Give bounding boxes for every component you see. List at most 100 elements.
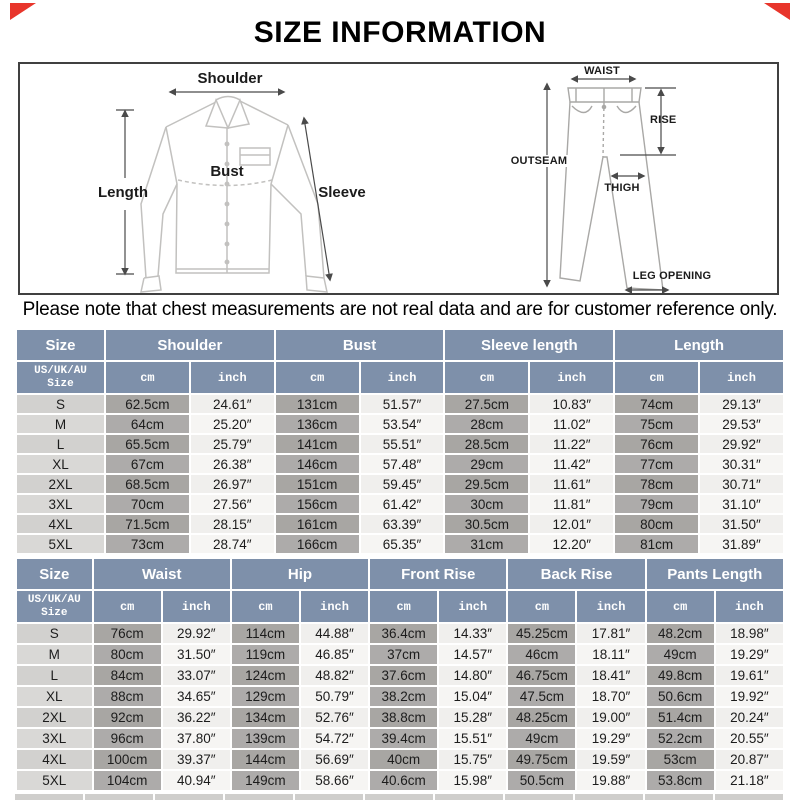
cm-value-cell: 78cm [615,475,699,493]
inch-value-cell: 24.61″ [190,395,274,413]
cm-value-cell: 146cm [275,455,359,473]
cm-value-cell: 100cm [93,750,161,769]
table-row: 5XL 73cm 28.74″ 166cm 65.35″ 31cm 12.20″ 81cm 31… [17,535,783,553]
inch-unit-header: inch [577,591,645,622]
shirt-length-label: Length [98,184,148,201]
inch-value-cell: 14.57″ [439,645,507,664]
inch-value-cell: 19.00″ [577,708,645,727]
cm-unit-header: cm [106,362,189,393]
pants-size-table: Size Waist Hip Front Rise Back Rise Pant… [15,557,785,792]
cm-value-cell: 27.5cm [445,395,529,413]
cm-value-cell: 29.5cm [445,475,529,493]
cm-unit-header: cm [646,591,714,622]
pants-dimension-arrows [543,75,676,293]
waist-group-header: Waist [93,559,230,589]
inch-value-cell: 33.07″ [162,666,230,685]
cm-value-cell: 131cm [275,395,359,413]
shirt-size-table: Size Shoulder Bust Sleeve length Length … [15,328,785,555]
shirt-sleeve-label: Sleeve [318,184,366,201]
inch-unit-header: inch [190,362,274,393]
inch-value-cell: 37.80″ [162,729,230,748]
cm-value-cell: 75cm [615,415,699,433]
cm-value-cell: 40cm [370,750,438,769]
cm-value-cell: 144cm [231,750,299,769]
inch-value-cell: 19.29″ [577,729,645,748]
size-cell: M [17,415,104,433]
cm-value-cell: 166cm [275,535,359,553]
inch-value-cell: 34.65″ [162,687,230,706]
cm-unit-header: cm [370,591,438,622]
shirt-drawing [140,95,328,293]
cm-value-cell: 37.6cm [370,666,438,685]
cm-value-cell: 48.2cm [646,624,714,643]
cm-value-cell: 30.5cm [445,515,529,533]
inch-value-cell: 44.88″ [300,624,369,643]
cm-unit-header: cm [275,362,359,393]
cm-value-cell: 49cm [508,729,576,748]
size-cell: 4XL [17,750,92,769]
inch-value-cell: 12.20″ [530,535,614,553]
inch-value-cell: 58.66″ [300,771,369,790]
inch-value-cell: 15.51″ [439,729,507,748]
cm-value-cell: 79cm [615,495,699,513]
cm-value-cell: 38.2cm [370,687,438,706]
inch-value-cell: 40.94″ [162,771,230,790]
size-standard-header: US/UK/AU Size [17,362,104,393]
cm-value-cell: 50.6cm [646,687,714,706]
inch-value-cell: 18.11″ [577,645,645,664]
inch-value-cell: 27.56″ [190,495,274,513]
table-row: L 84cm 33.07″ 124cm 48.82″ 37.6cm 14.80″ 46.75c… [17,666,783,685]
inch-value-cell: 29.92″ [700,435,783,453]
cm-value-cell: 96cm [93,729,161,748]
inch-value-cell: 11.42″ [530,455,614,473]
table-row: 5XL 104cm 40.94″ 149cm 58.66″ 40.6cm 15.98″ 50.… [17,771,783,790]
cm-value-cell: 50.5cm [508,771,576,790]
size-cell: S [17,395,104,413]
cm-value-cell: 80cm [93,645,161,664]
inch-value-cell: 18.98″ [715,624,783,643]
cm-value-cell: 52.2cm [646,729,714,748]
inch-value-cell: 36.22″ [162,708,230,727]
cm-value-cell: 129cm [231,687,299,706]
inch-value-cell: 39.37″ [162,750,230,769]
inch-value-cell: 46.85″ [300,645,369,664]
inch-value-cell: 21.18″ [715,771,783,790]
cm-value-cell: 80cm [615,515,699,533]
table-row: 3XL 96cm 37.80″ 139cm 54.72″ 39.4cm 15.51″ 49cm… [17,729,783,748]
inch-unit-header: inch [439,591,507,622]
cm-unit-header: cm [231,591,299,622]
cm-unit-header: cm [508,591,576,622]
size-cell: 5XL [17,771,92,790]
length-group-header: Length [615,330,783,360]
cm-value-cell: 38.8cm [370,708,438,727]
inch-value-cell: 57.48″ [360,455,444,473]
inch-value-cell: 59.45″ [360,475,444,493]
cm-value-cell: 74cm [615,395,699,413]
cm-value-cell: 36.4cm [370,624,438,643]
cm-value-cell: 77cm [615,455,699,473]
inch-value-cell: 14.33″ [439,624,507,643]
pants-thigh-label: THIGH [604,182,640,194]
size-cell: XL [17,687,92,706]
inch-value-cell: 11.22″ [530,435,614,453]
inch-value-cell: 65.35″ [360,535,444,553]
table-row: 2XL 92cm 36.22″ 134cm 52.76″ 38.8cm 15.28″ 48.2… [17,708,783,727]
pants-table-group-header-row: Size Waist Hip Front Rise Back Rise Pant… [17,559,783,589]
cm-value-cell: 67cm [106,455,189,473]
inch-value-cell: 10.83″ [530,395,614,413]
pants-waist-label: WAIST [584,65,620,77]
cm-value-cell: 88cm [93,687,161,706]
measurement-diagram-box: Shoulder Length Bust Sleeve WAIST RISE O… [18,62,779,295]
size-cell: M [17,645,92,664]
table-row: M 80cm 31.50″ 119cm 46.85″ 37cm 14.57″ 46cm 18.1… [17,645,783,664]
page-title: SIZE INFORMATION [253,16,547,49]
cm-value-cell: 136cm [275,415,359,433]
cm-value-cell: 46.75cm [508,666,576,685]
shirt-bust-label: Bust [210,163,244,180]
inch-value-cell: 28.74″ [190,535,274,553]
inch-value-cell: 14.80″ [439,666,507,685]
cm-value-cell: 114cm [231,624,299,643]
shoulder-group-header: Shoulder [106,330,274,360]
inch-value-cell: 52.76″ [300,708,369,727]
inch-value-cell: 29.53″ [700,415,783,433]
